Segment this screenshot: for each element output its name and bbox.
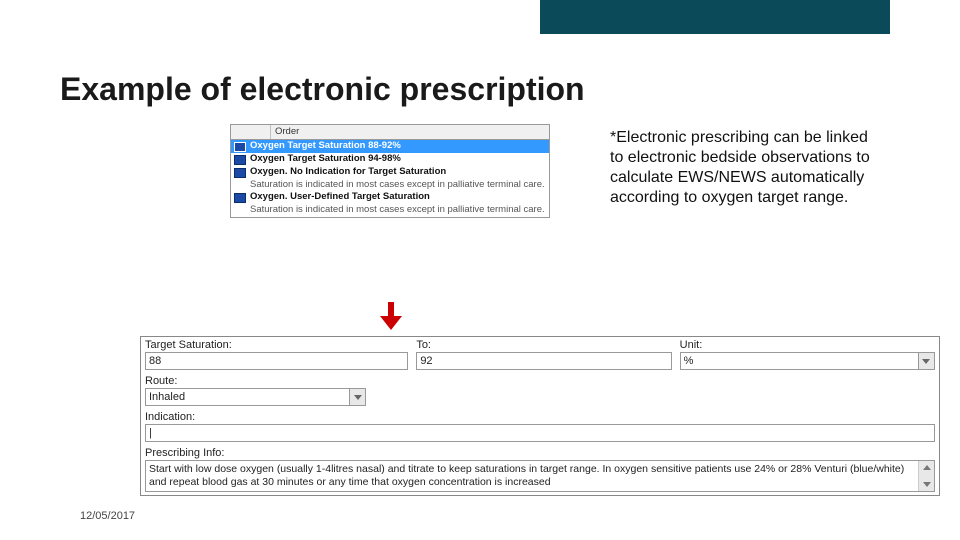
- scrollbar[interactable]: [918, 461, 934, 491]
- order-header-label: Order: [271, 125, 303, 139]
- order-item-2[interactable]: Oxygen. No Indication for Target Saturat…: [231, 166, 549, 179]
- order-item-label: Oxygen. User-Defined Target Saturation: [250, 192, 430, 203]
- form-label: Unit:: [680, 339, 935, 352]
- order-item-label: Oxygen Target Saturation 94-98%: [250, 154, 401, 165]
- order-item-label: Oxygen Target Saturation 88-92%: [250, 141, 401, 152]
- order-item-note: Saturation is indicated in most cases ex…: [231, 204, 549, 216]
- form-value: 88: [146, 355, 407, 367]
- prescribing-info-label: Prescribing Info:: [145, 447, 935, 460]
- order-list-panel: Order Oxygen Target Saturation 88-92% Oxy…: [230, 124, 550, 218]
- scroll-up-icon[interactable]: [919, 461, 934, 475]
- form-field-2[interactable]: %: [680, 352, 935, 370]
- form-label: To:: [416, 339, 671, 352]
- order-header-spacer: [231, 125, 271, 139]
- order-icon: [234, 193, 246, 203]
- prescription-form: Target Saturation: 88 To: 92 Unit:% Route: I…: [140, 336, 940, 496]
- order-list-header: Order: [231, 125, 549, 140]
- order-icon: [234, 155, 246, 165]
- form-value: %: [681, 355, 918, 367]
- side-note: *Electronic prescribing can be linked to…: [610, 128, 885, 208]
- form-field-0[interactable]: 88: [145, 352, 408, 370]
- form-field-1[interactable]: 92: [416, 352, 671, 370]
- prescribing-info-text: Start with low dose oxygen (usually 1-4l…: [146, 461, 918, 491]
- brand-bar: [540, 0, 890, 34]
- page-title: Example of electronic prescription: [60, 71, 585, 108]
- route-value: Inhaled: [146, 391, 349, 403]
- order-item-0[interactable]: Oxygen Target Saturation 88-92%: [231, 140, 549, 153]
- order-item-label: Oxygen. No Indication for Target Saturat…: [250, 167, 446, 178]
- order-item-note: Saturation is indicated in most cases ex…: [231, 179, 549, 191]
- footer-date: 12/05/2017: [80, 510, 135, 522]
- order-icon: [234, 142, 246, 152]
- route-field[interactable]: Inhaled: [145, 388, 366, 406]
- scroll-down-icon[interactable]: [919, 477, 934, 491]
- dropdown-icon[interactable]: [918, 353, 934, 369]
- indication-field[interactable]: |: [145, 424, 935, 442]
- order-item-3[interactable]: Oxygen. User-Defined Target Saturation: [231, 191, 549, 204]
- order-item-1[interactable]: Oxygen Target Saturation 94-98%: [231, 153, 549, 166]
- indication-label: Indication:: [145, 411, 935, 424]
- route-label: Route:: [145, 375, 935, 388]
- indication-value: |: [146, 427, 934, 439]
- dropdown-icon[interactable]: [349, 389, 365, 405]
- form-label: Target Saturation:: [145, 339, 408, 352]
- form-value: 92: [417, 355, 670, 367]
- prescribing-info-field[interactable]: Start with low dose oxygen (usually 1-4l…: [145, 460, 935, 492]
- order-icon: [234, 168, 246, 178]
- arrow-down-icon: [380, 302, 402, 330]
